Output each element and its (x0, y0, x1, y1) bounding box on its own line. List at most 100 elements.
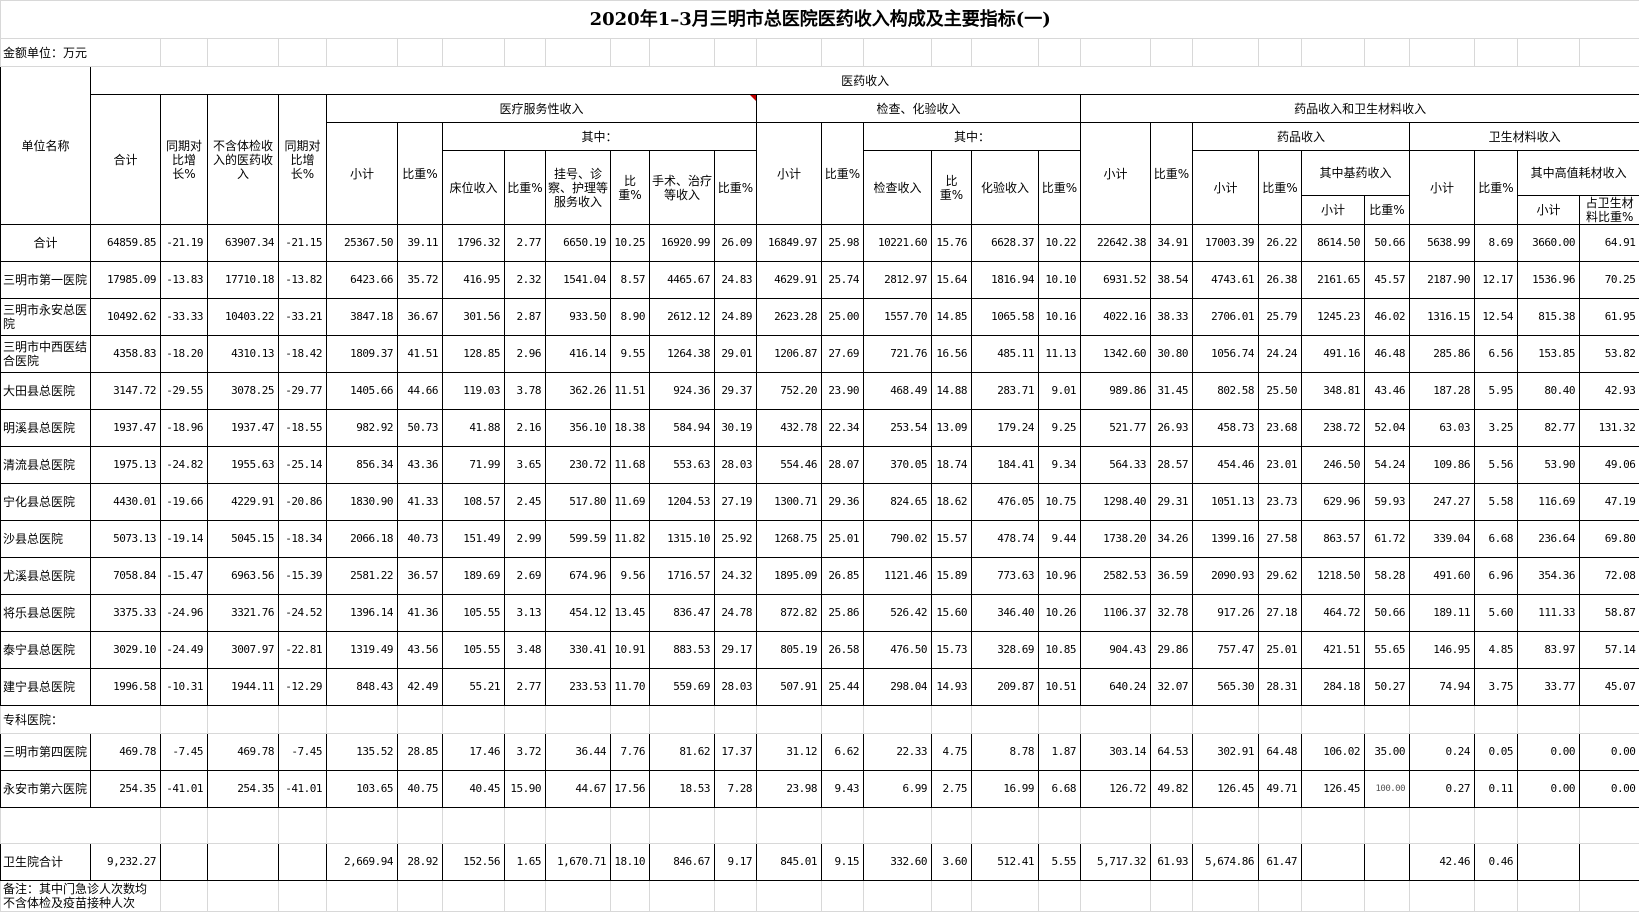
value-cell[interactable]: 2066.18 (326, 520, 398, 558)
value-cell[interactable]: 28.57 (1150, 446, 1193, 484)
value-cell[interactable]: 29.37 (714, 372, 757, 410)
value-cell[interactable]: 1830.90 (326, 483, 398, 521)
value-cell[interactable]: 16.99 (971, 770, 1039, 808)
value-cell[interactable]: 8.90 (610, 298, 650, 336)
value-cell[interactable]: 64.91 (1578, 224, 1639, 262)
empty-cell[interactable] (278, 705, 327, 734)
empty-cell[interactable] (1578, 880, 1639, 912)
value-cell[interactable]: 10.91 (610, 631, 650, 669)
value-cell[interactable]: 1300.71 (756, 483, 822, 521)
value-cell[interactable]: 27.19 (714, 483, 757, 521)
value-cell[interactable]: 105.55 (442, 594, 505, 632)
value-cell[interactable]: 476.05 (971, 483, 1039, 521)
empty-cell[interactable] (1258, 880, 1302, 912)
value-cell[interactable]: 10492.62 (90, 298, 161, 336)
value-cell[interactable]: 61.95 (1578, 298, 1639, 336)
value-cell[interactable]: 1738.20 (1080, 520, 1151, 558)
empty-cell[interactable] (278, 807, 327, 844)
empty-cell[interactable] (326, 807, 398, 844)
value-cell[interactable]: 362.26 (545, 372, 611, 410)
value-cell[interactable]: 58.28 (1364, 557, 1410, 595)
value-cell[interactable]: 69.80 (1578, 520, 1639, 558)
value-cell[interactable]: 34.91 (1150, 224, 1193, 262)
empty-cell[interactable] (756, 880, 822, 912)
value-cell[interactable]: 1206.87 (756, 335, 822, 373)
value-cell[interactable]: 284.18 (1301, 668, 1365, 706)
value-cell[interactable]: 584.94 (649, 409, 715, 447)
value-cell[interactable]: 17.56 (610, 770, 650, 808)
value-cell[interactable]: 2.69 (504, 557, 546, 595)
empty-cell[interactable] (1080, 705, 1151, 734)
row-name[interactable]: 合计 (0, 224, 91, 262)
specialty-section-label[interactable]: 专科医院： (0, 705, 161, 734)
value-cell[interactable]: -18.55 (278, 409, 327, 447)
value-cell[interactable]: 1996.58 (90, 668, 161, 706)
value-cell[interactable]: 35.72 (397, 261, 443, 299)
value-cell[interactable]: 25.74 (821, 261, 864, 299)
value-cell[interactable]: 10403.22 (207, 298, 279, 336)
empty-cell[interactable] (1474, 807, 1518, 844)
value-cell[interactable] (160, 843, 208, 881)
empty-cell[interactable] (1038, 880, 1081, 912)
value-cell[interactable]: 23.01 (1258, 446, 1302, 484)
value-cell[interactable]: 883.53 (649, 631, 715, 669)
value-cell[interactable]: 9.34 (1038, 446, 1081, 484)
value-cell[interactable]: 1536.96 (1517, 261, 1580, 299)
value-cell[interactable]: -25.14 (278, 446, 327, 484)
value-cell[interactable]: 247.27 (1409, 483, 1475, 521)
value-cell[interactable]: 28.31 (1258, 668, 1302, 706)
value-cell[interactable]: 29.31 (1150, 483, 1193, 521)
value-cell[interactable]: 42.93 (1578, 372, 1639, 410)
value-cell[interactable]: 82.77 (1517, 409, 1580, 447)
value-cell[interactable]: 24.89 (714, 298, 757, 336)
value-cell[interactable]: 41.88 (442, 409, 505, 447)
empty-cell[interactable] (821, 705, 864, 734)
value-cell[interactable]: 57.14 (1578, 631, 1639, 669)
value-cell[interactable]: 283.71 (971, 372, 1039, 410)
value-cell[interactable]: 41.36 (397, 594, 443, 632)
value-cell[interactable]: 10.10 (1038, 261, 1081, 299)
value-cell[interactable]: 81.62 (649, 733, 715, 771)
empty-cell[interactable] (326, 38, 398, 67)
value-cell[interactable]: 790.02 (863, 520, 932, 558)
value-cell[interactable]: 454.46 (1192, 446, 1259, 484)
value-cell[interactable]: 3078.25 (207, 372, 279, 410)
value-cell[interactable]: 105.55 (442, 631, 505, 669)
value-cell[interactable]: 3321.76 (207, 594, 279, 632)
empty-cell[interactable] (1301, 880, 1365, 912)
value-cell[interactable]: 6628.37 (971, 224, 1039, 262)
empty-cell[interactable] (545, 38, 611, 67)
value-cell[interactable]: 9.25 (1038, 409, 1081, 447)
empty-cell[interactable] (1364, 705, 1410, 734)
value-cell[interactable]: 348.81 (1301, 372, 1365, 410)
value-cell[interactable]: 5,717.32 (1080, 843, 1151, 881)
empty-cell[interactable] (504, 38, 546, 67)
value-cell[interactable]: 4358.83 (90, 335, 161, 373)
empty-cell[interactable] (610, 807, 650, 844)
value-cell[interactable]: 521.77 (1080, 409, 1151, 447)
value-cell[interactable]: 10221.60 (863, 224, 932, 262)
empty-cell[interactable] (326, 880, 398, 912)
value-cell[interactable]: 752.20 (756, 372, 822, 410)
value-cell[interactable]: 11.13 (1038, 335, 1081, 373)
value-cell[interactable] (1578, 843, 1639, 881)
value-cell[interactable]: 1944.11 (207, 668, 279, 706)
value-cell[interactable]: 22.33 (863, 733, 932, 771)
value-cell[interactable]: 49.71 (1258, 770, 1302, 808)
empty-cell[interactable] (1080, 807, 1151, 844)
value-cell[interactable]: 2161.65 (1301, 261, 1365, 299)
empty-cell[interactable] (504, 880, 546, 912)
row-name[interactable]: 三明市第四医院 (0, 733, 91, 771)
empty-cell[interactable] (863, 807, 932, 844)
value-cell[interactable]: 5,674.86 (1192, 843, 1259, 881)
value-cell[interactable]: 1121.46 (863, 557, 932, 595)
row-name[interactable]: 尤溪县总医院 (0, 557, 91, 595)
value-cell[interactable]: 28.03 (714, 446, 757, 484)
empty-cell[interactable] (931, 38, 972, 67)
value-cell[interactable]: 23.90 (821, 372, 864, 410)
value-cell[interactable]: -33.21 (278, 298, 327, 336)
value-cell[interactable]: 72.08 (1578, 557, 1639, 595)
value-cell[interactable]: 5.60 (1474, 594, 1518, 632)
row-name[interactable]: 将乐县总医院 (0, 594, 91, 632)
value-cell[interactable]: 80.40 (1517, 372, 1580, 410)
